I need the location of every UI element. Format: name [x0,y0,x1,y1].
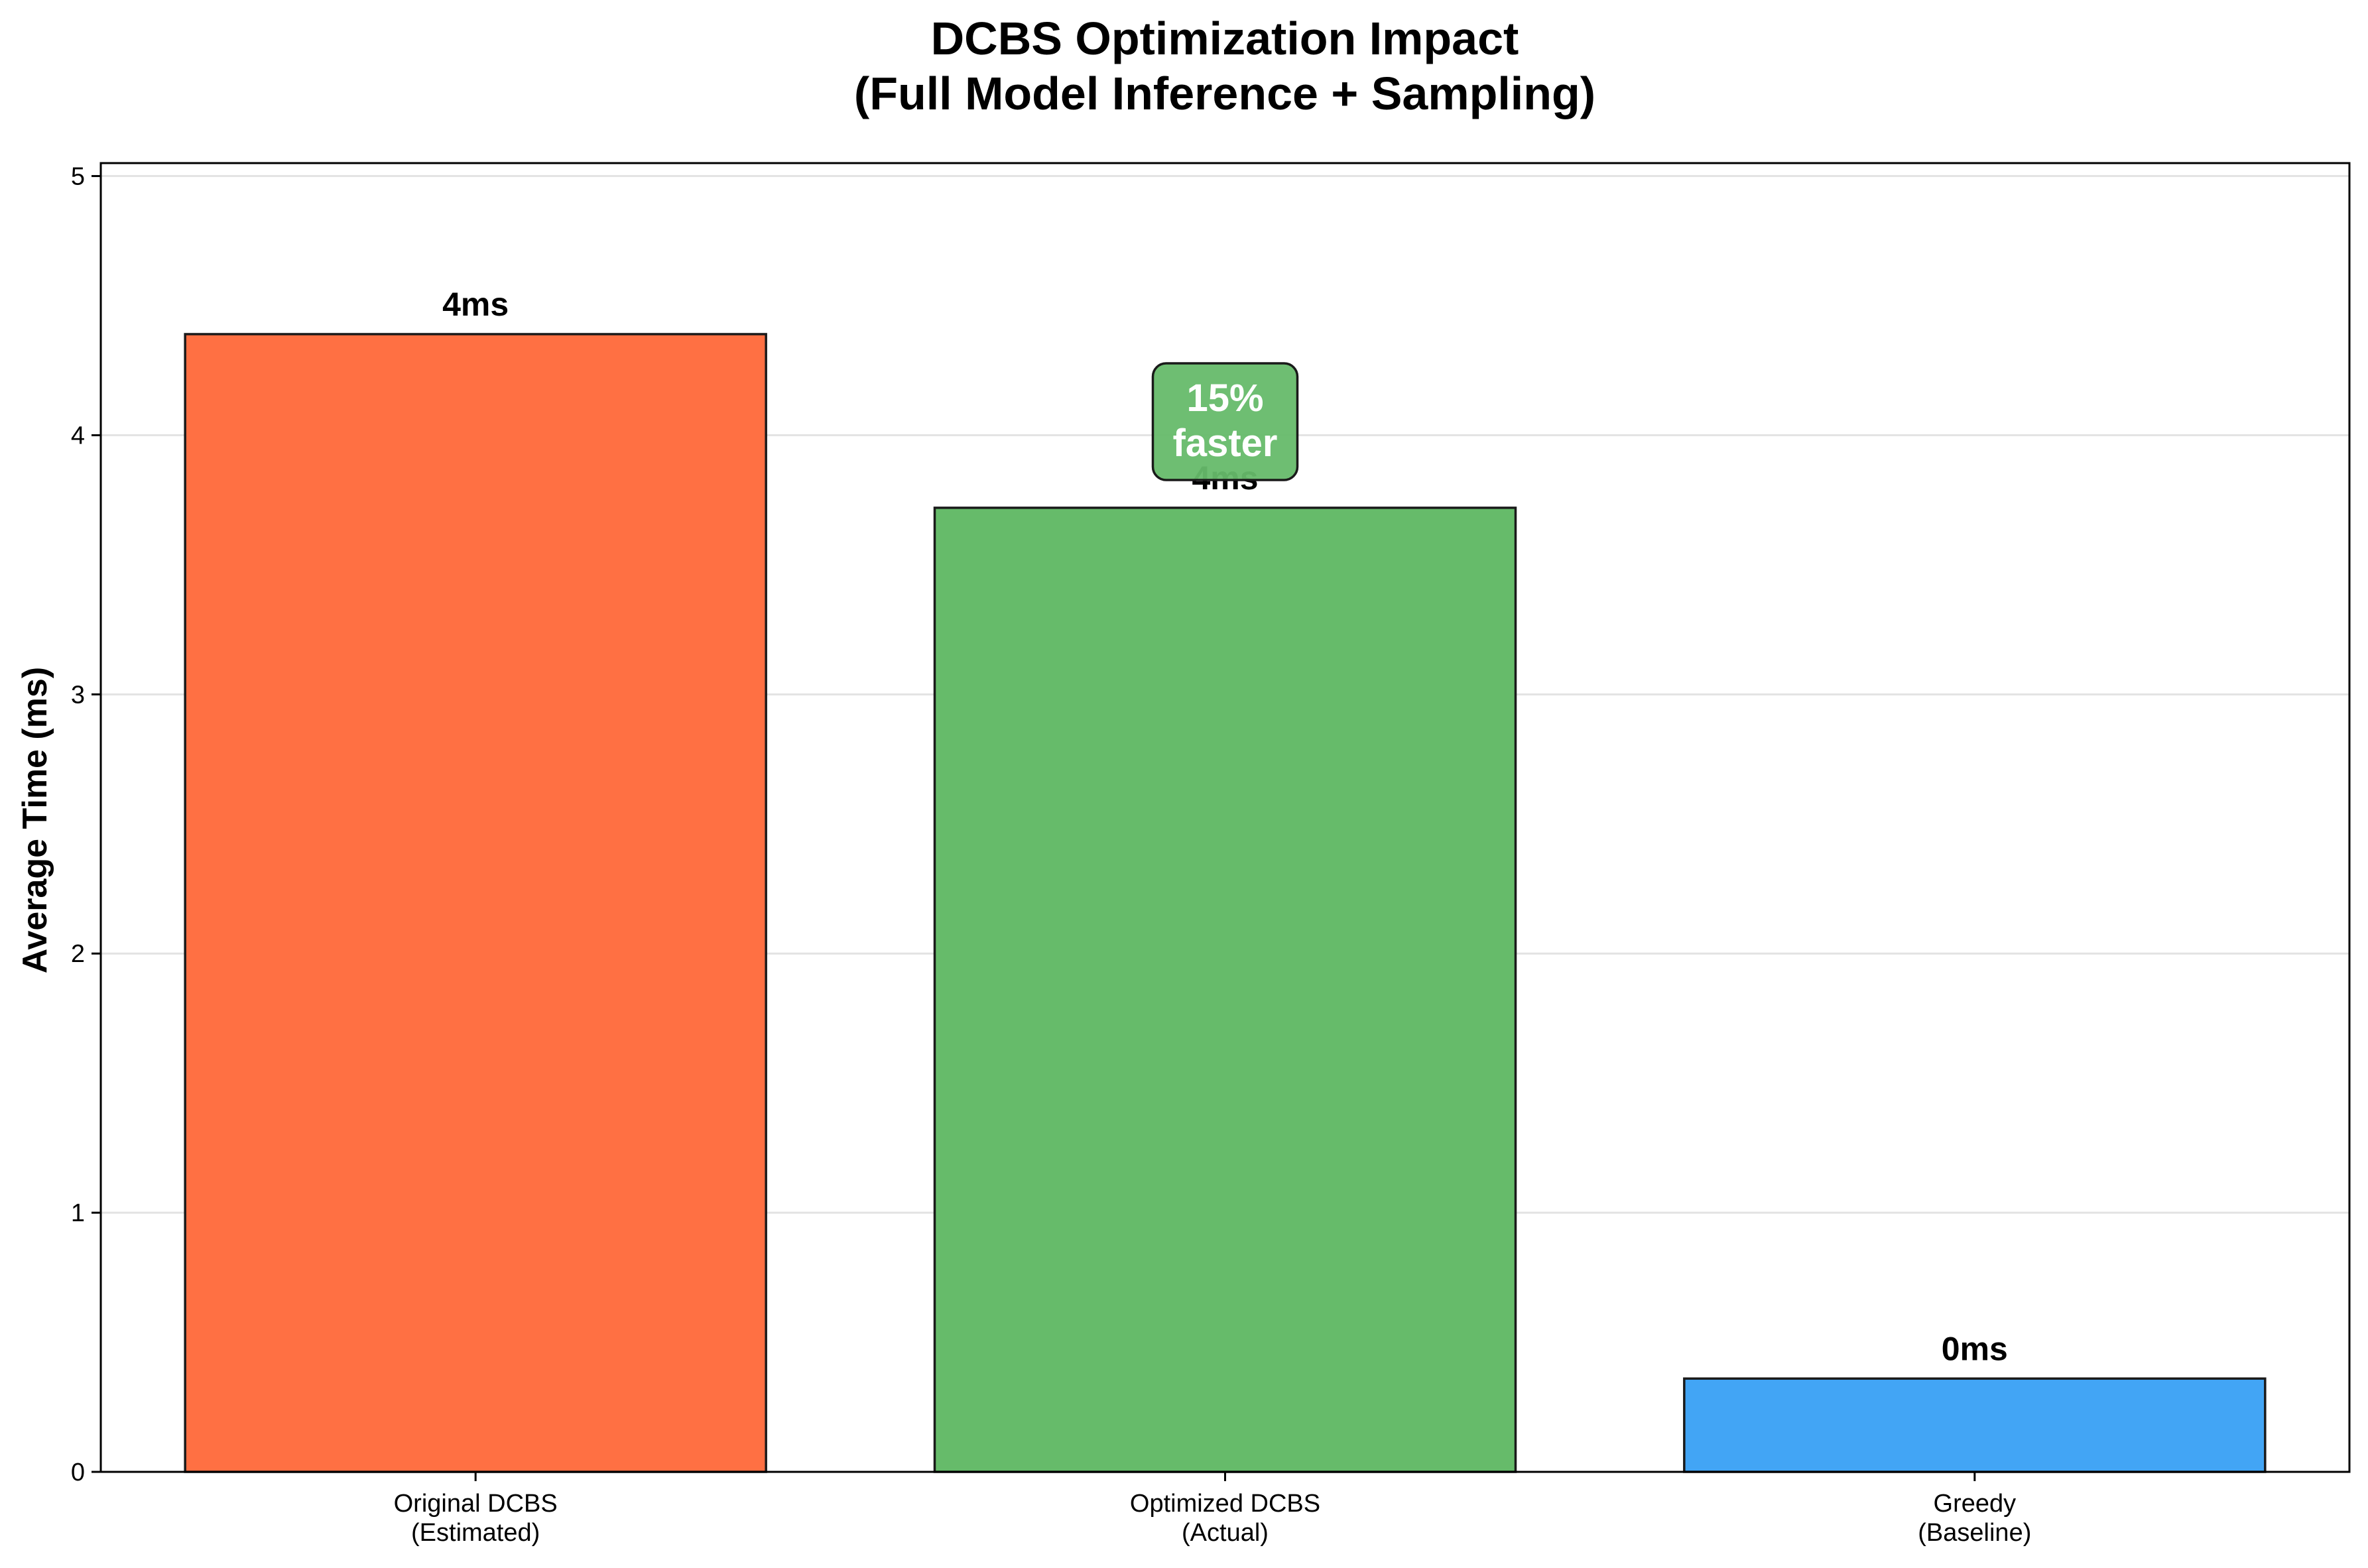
x-tick-label: (Baseline) [1918,1519,2031,1547]
speedup-badge-box [1151,362,1299,481]
chart-title: DCBS Optimization Impact [931,13,1519,64]
bar-value-label: 4ms [442,286,509,323]
x-tick-label: (Estimated) [411,1519,540,1547]
y-tick-label: 2 [71,940,85,968]
x-tick-label: Original DCBS [394,1490,558,1518]
y-axis-label: Average Time (ms) [16,667,54,973]
bar [1683,1377,2267,1473]
speedup-badge-text: faster [1173,422,1278,465]
y-tick-label: 1 [71,1199,85,1227]
y-tick-label: 3 [71,681,85,709]
plot-frame [99,162,2351,1473]
bar-value-label: 0ms [1942,1330,2008,1367]
y-tick-label: 0 [71,1459,85,1486]
axes: 0 1 2 3 4 5 Original DCBS(Estimated) Optimized … [71,162,2351,1547]
chart-subtitle: (Full Model Inference + Sampling) [854,68,1595,119]
bar [933,507,1517,1473]
y-tick-label: 4 [71,422,85,450]
x-tick-label: Greedy [1934,1490,2017,1518]
y-tick-label: 5 [71,163,85,191]
x-tick-label: (Actual) [1182,1519,1269,1547]
speedup-badge-text: 15% [1186,377,1263,420]
speedup-badge: 15%faster [1151,362,1299,481]
bars: 4ms4ms0ms15%faster [184,286,2267,1473]
x-tick-label: Optimized DCBS [1130,1490,1320,1518]
bar [184,333,767,1473]
